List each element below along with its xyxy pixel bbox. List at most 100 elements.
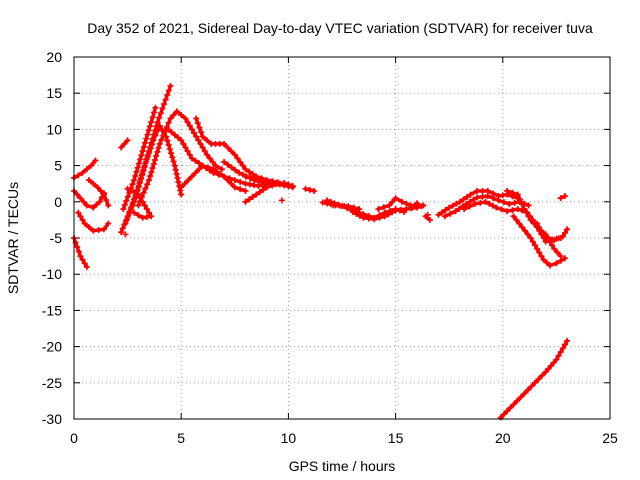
data-point [156,140,163,147]
data-point [527,235,534,241]
data-point [148,119,155,126]
series-af [557,193,568,202]
data-point [365,215,372,222]
data-point [209,158,216,165]
data-point [504,187,511,194]
data-point [171,131,178,138]
data-point [142,185,149,192]
data-point [360,214,367,221]
data-point [197,140,204,147]
data-point [561,255,568,262]
data-point [122,220,129,227]
data-point [493,204,500,211]
series-w [407,200,421,211]
chart-title: Day 352 of 2021, Sidereal Day-to-day VTE… [87,20,593,36]
data-point [521,206,528,213]
data-point [203,151,210,158]
data-point [167,115,174,122]
data-point [144,152,151,159]
data-point [504,408,511,415]
data-point [170,158,177,165]
data-point [135,160,142,167]
data-point [147,173,154,180]
data-point [327,198,334,205]
data-point [537,227,544,234]
data-point [302,185,309,192]
data-point [513,216,520,223]
data-point [188,173,195,180]
data-point [528,383,535,390]
data-point [139,148,146,155]
data-point [181,180,188,187]
data-point [182,115,189,122]
data-point [281,182,288,189]
data-point [446,204,453,211]
data-point [101,191,108,198]
data-point [192,157,199,164]
data-point [564,337,571,344]
data-point [466,203,473,210]
data-point [349,208,356,215]
data-point [199,162,206,169]
data-point [246,168,253,175]
data-point [226,175,233,182]
data-point [131,196,138,203]
data-point [128,204,135,211]
data-point [471,200,478,207]
series-k [135,108,225,209]
data-point [239,162,246,169]
data-point [193,133,200,140]
data-point [124,193,131,200]
data-point [129,181,136,188]
data-point [138,172,145,179]
data-point [131,177,138,184]
data-point [495,197,502,204]
data-point [153,123,160,130]
data-point [376,214,383,221]
data-point [178,137,185,144]
data-point [524,231,531,238]
data-point [205,164,211,171]
data-point [194,120,201,127]
data-point [330,202,337,209]
data-point [506,200,513,207]
data-point [232,167,239,174]
data-point [414,200,421,207]
data-point [453,200,460,207]
data-point [74,191,81,198]
series-ag [497,337,571,421]
data-point [186,151,193,158]
data-point [201,148,208,155]
data-point [124,185,131,192]
data-point [510,213,517,220]
data-point [228,148,235,155]
data-point [221,140,228,147]
data-point [426,216,433,223]
data-point [407,204,414,211]
data-point [531,379,538,386]
y-tick-label: -25 [42,375,62,391]
data-point [86,177,93,184]
data-point [339,203,345,210]
data-point [218,166,225,173]
data-point [242,187,249,194]
data-point [511,199,518,206]
data-point [385,211,392,218]
data-point [538,253,545,260]
data-point [199,133,206,140]
series-d [86,177,112,209]
data-point [173,170,180,177]
data-point [561,229,568,236]
data-point [188,126,195,133]
data-point [467,191,474,198]
data-point [188,155,195,162]
data-point [509,207,516,214]
data-point [135,202,142,209]
data-point [375,206,382,213]
data-point [146,209,153,216]
data-point [158,136,165,143]
data-point [306,186,313,193]
data-point [516,220,523,227]
data-point [228,180,235,187]
data-series [71,82,571,421]
